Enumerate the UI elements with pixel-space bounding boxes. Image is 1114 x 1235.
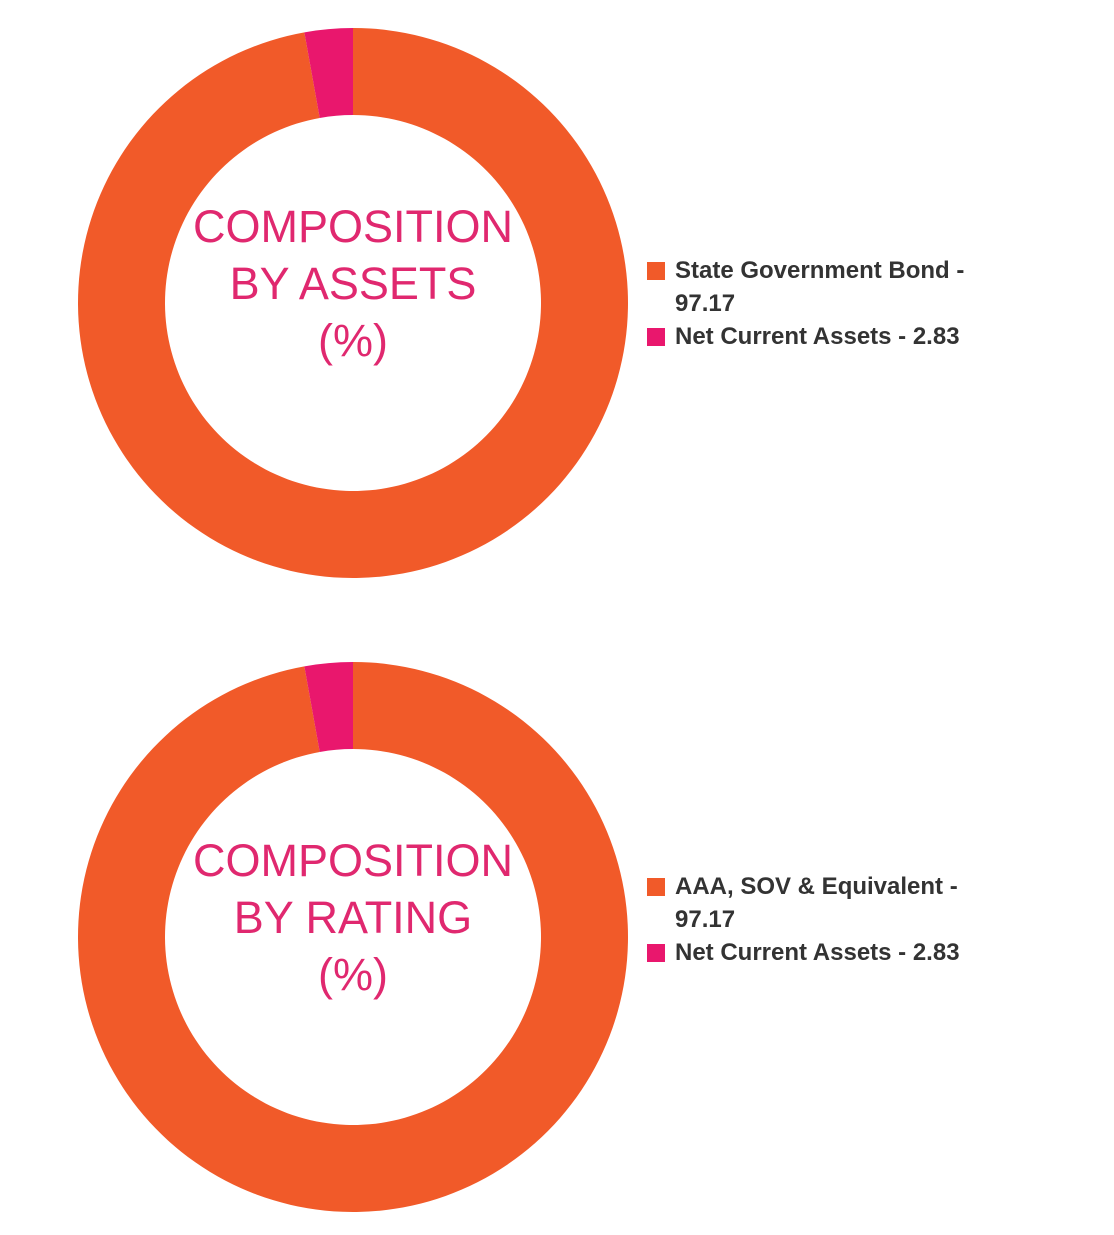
legend: State Government Bond - 97.17 Net Current…	[647, 254, 1007, 353]
center-title: BY ASSETS	[230, 258, 477, 309]
legend-swatch	[647, 262, 665, 280]
center-title: (%)	[318, 949, 388, 1000]
legend-item: State Government Bond - 97.17	[647, 254, 1007, 320]
center-title: COMPOSITION	[193, 835, 513, 886]
donut-segment	[77, 662, 628, 1212]
legend-item: Net Current Assets - 2.83	[647, 320, 1007, 353]
center-title: BY RATING	[234, 892, 472, 943]
donut-segment	[304, 662, 353, 752]
legend-swatch	[647, 878, 665, 896]
center-title: COMPOSITION	[193, 201, 513, 252]
center-title: (%)	[318, 315, 388, 366]
donut-segment	[78, 28, 629, 578]
legend: AAA, SOV & Equivalent - 97.17 Net Current…	[647, 870, 1007, 969]
donut-segment	[304, 28, 353, 118]
legend-swatch	[647, 328, 665, 346]
legend-item: AAA, SOV & Equivalent - 97.17	[647, 870, 1007, 936]
legend-swatch	[647, 944, 665, 962]
legend-item: Net Current Assets - 2.83	[647, 936, 1007, 969]
